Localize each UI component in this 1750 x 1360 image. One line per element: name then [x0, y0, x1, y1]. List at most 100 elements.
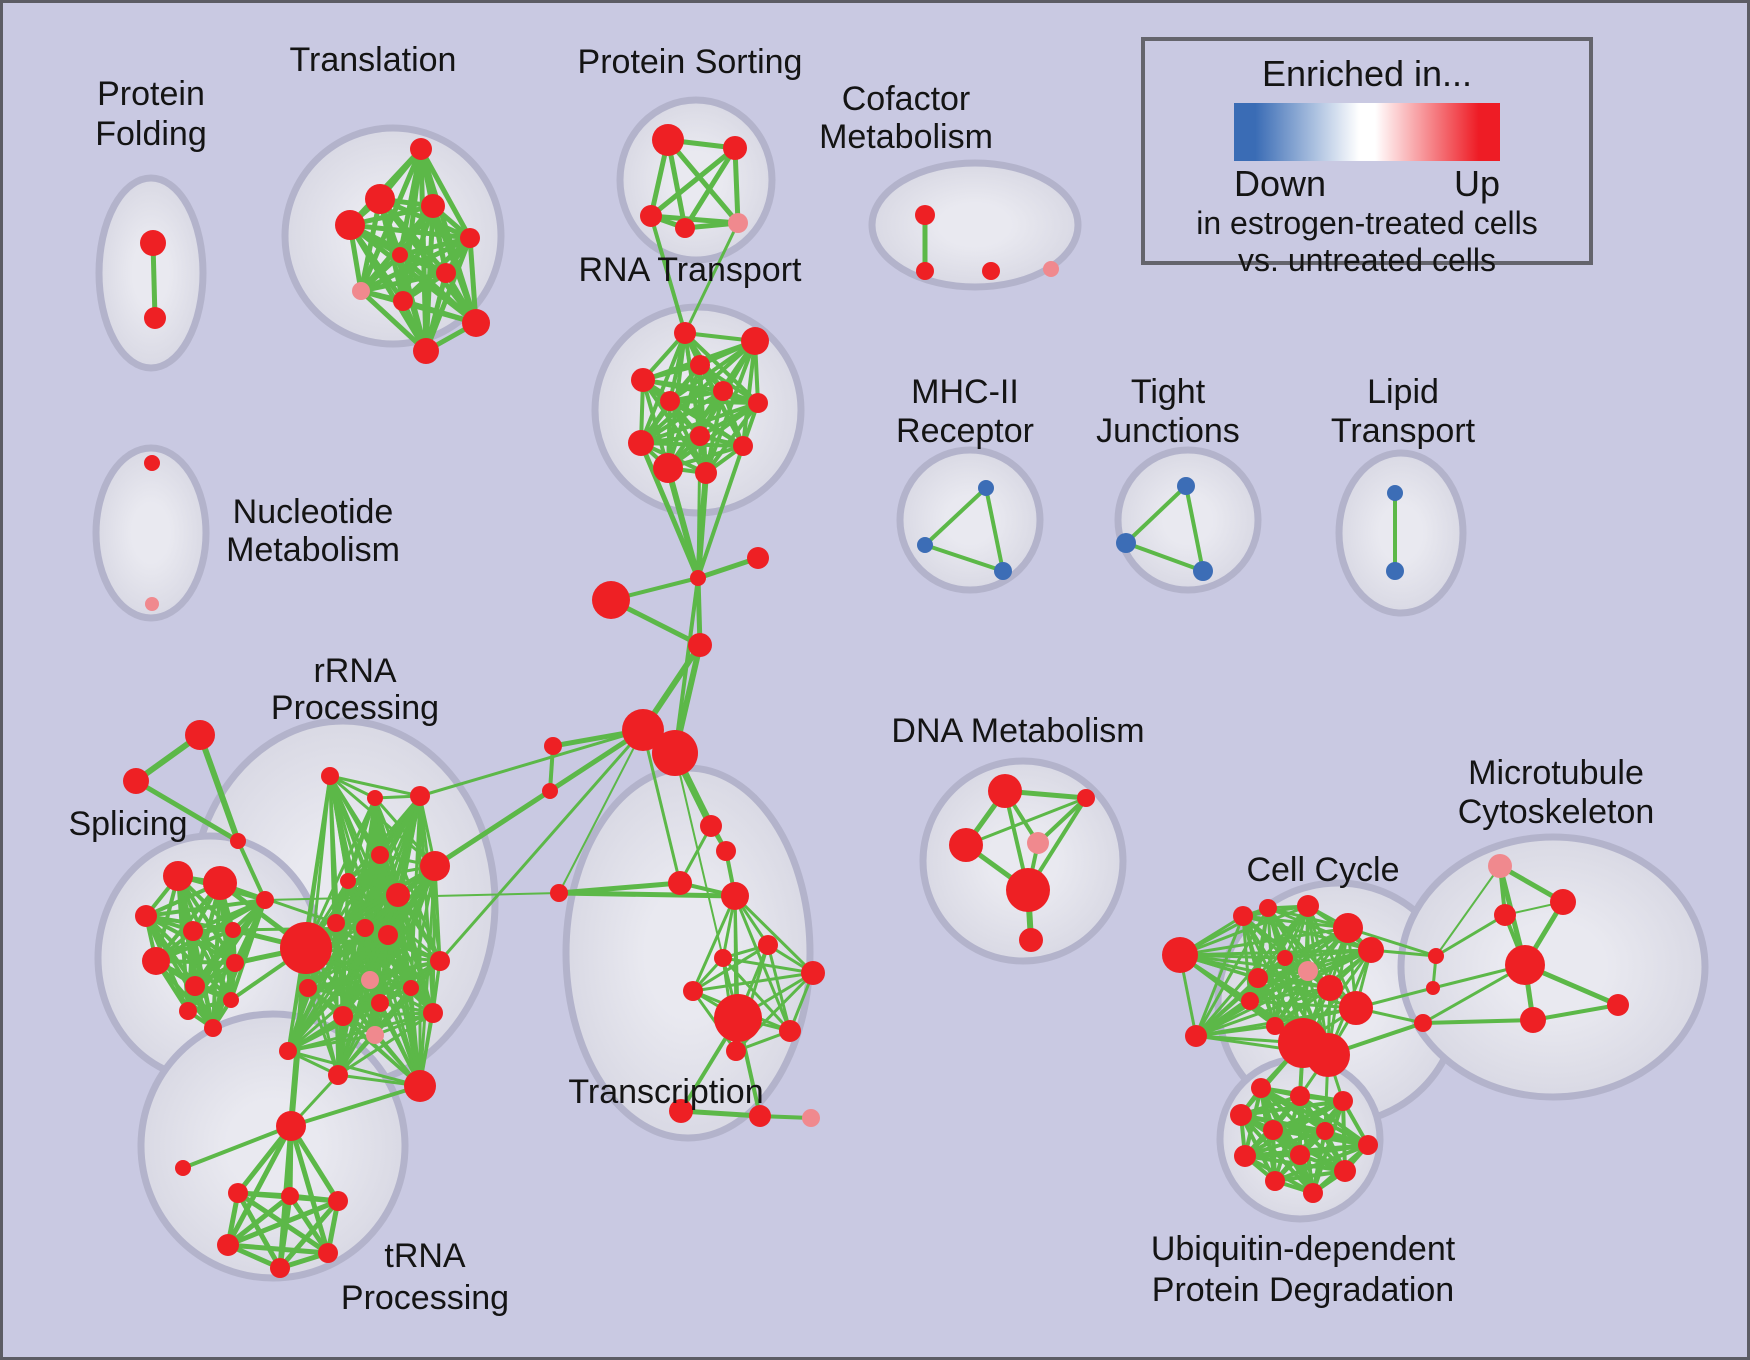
- gene-set-node-s3[interactable]: [135, 905, 157, 927]
- gene-set-node-g18[interactable]: [366, 1026, 384, 1044]
- gene-set-node-g9[interactable]: [356, 919, 374, 937]
- gene-set-node-g13[interactable]: [403, 980, 419, 996]
- gene-set-node-r11[interactable]: [653, 453, 683, 483]
- gene-set-node-c4[interactable]: [1259, 899, 1277, 917]
- gene-set-node-q2[interactable]: [1290, 1086, 1310, 1106]
- gene-set-node-c12[interactable]: [1266, 1017, 1284, 1035]
- gene-set-node-g8[interactable]: [327, 914, 345, 932]
- gene-set-node-g6[interactable]: [386, 883, 410, 907]
- gene-set-node-r7[interactable]: [748, 393, 768, 413]
- gene-set-node-j1[interactable]: [690, 570, 706, 586]
- gene-set-node-r10[interactable]: [733, 436, 753, 456]
- gene-set-node-a2[interactable]: [542, 783, 558, 799]
- gene-set-node-q1[interactable]: [1251, 1078, 1271, 1098]
- gene-set-node-m3[interactable]: [1494, 904, 1516, 926]
- gene-set-node-mo2[interactable]: [1426, 981, 1440, 995]
- gene-set-node-g2[interactable]: [367, 790, 383, 806]
- gene-set-node-r12[interactable]: [695, 462, 717, 484]
- gene-set-node-mh1[interactable]: [978, 480, 994, 496]
- gene-set-node-D5[interactable]: [1006, 868, 1050, 912]
- gene-set-node-g16[interactable]: [371, 994, 389, 1012]
- gene-set-node-c11[interactable]: [1241, 992, 1259, 1010]
- gene-set-node-tr12[interactable]: [749, 1105, 771, 1127]
- gene-set-node-cf4[interactable]: [1043, 261, 1059, 277]
- gene-set-node-r2[interactable]: [741, 327, 769, 355]
- gene-set-node-g5[interactable]: [340, 873, 356, 889]
- gene-set-node-c2[interactable]: [1185, 1025, 1207, 1047]
- gene-set-node-c7[interactable]: [1358, 937, 1384, 963]
- gene-set-node-t3[interactable]: [335, 210, 365, 240]
- gene-set-node-tr4[interactable]: [721, 882, 749, 910]
- gene-set-node-m1[interactable]: [1488, 854, 1512, 878]
- gene-set-node-g10[interactable]: [378, 925, 398, 945]
- gene-set-node-ps1[interactable]: [652, 124, 684, 156]
- gene-set-node-g11[interactable]: [361, 971, 379, 989]
- gene-set-node-c8[interactable]: [1277, 950, 1293, 966]
- gene-set-node-u1[interactable]: [228, 1183, 248, 1203]
- gene-set-node-u4[interactable]: [217, 1234, 239, 1256]
- gene-set-node-C16[interactable]: [1306, 1033, 1350, 1077]
- gene-set-node-r6[interactable]: [660, 391, 680, 411]
- gene-set-node-s1[interactable]: [163, 861, 193, 891]
- gene-set-node-m5[interactable]: [1607, 994, 1629, 1016]
- gene-set-node-ps3[interactable]: [640, 205, 662, 227]
- gene-set-node-s6[interactable]: [142, 947, 170, 975]
- gene-set-node-d6[interactable]: [1019, 928, 1043, 952]
- gene-set-node-j3[interactable]: [688, 633, 712, 657]
- gene-set-node-q11[interactable]: [1265, 1171, 1285, 1191]
- gene-set-node-pf2[interactable]: [144, 307, 166, 329]
- gene-set-node-g17[interactable]: [423, 1003, 443, 1023]
- gene-set-node-mh3[interactable]: [994, 562, 1012, 580]
- gene-set-node-g4[interactable]: [371, 846, 389, 864]
- gene-set-node-t2[interactable]: [365, 184, 395, 214]
- gene-set-node-t10[interactable]: [462, 309, 490, 337]
- gene-set-node-m6[interactable]: [1520, 1007, 1546, 1033]
- gene-set-node-mo3[interactable]: [1414, 1014, 1432, 1032]
- gene-set-node-sr[interactable]: [256, 891, 274, 909]
- gene-set-node-mo1[interactable]: [1428, 948, 1444, 964]
- gene-set-node-r8[interactable]: [690, 426, 710, 446]
- gene-set-node-ps5[interactable]: [728, 213, 748, 233]
- gene-set-node-lt1[interactable]: [1387, 485, 1403, 501]
- gene-set-node-tj1[interactable]: [1177, 477, 1195, 495]
- gene-set-node-tr3[interactable]: [668, 871, 692, 895]
- gene-set-node-u2[interactable]: [281, 1187, 299, 1205]
- gene-set-node-t6[interactable]: [392, 247, 408, 263]
- gene-set-node-t8[interactable]: [352, 282, 370, 300]
- gene-set-node-g19[interactable]: [279, 1042, 297, 1060]
- gene-set-node-g12[interactable]: [430, 951, 450, 971]
- gene-set-node-u5[interactable]: [318, 1243, 338, 1263]
- gene-set-node-g1[interactable]: [321, 767, 339, 785]
- gene-set-node-s5[interactable]: [225, 922, 241, 938]
- gene-set-node-q9[interactable]: [1290, 1145, 1310, 1165]
- gene-set-node-G21[interactable]: [404, 1070, 436, 1102]
- gene-set-node-q5[interactable]: [1263, 1120, 1283, 1140]
- gene-set-node-TR8[interactable]: [714, 994, 762, 1042]
- gene-set-node-g7[interactable]: [420, 851, 450, 881]
- gene-set-node-g15[interactable]: [333, 1006, 353, 1026]
- gene-set-node-s8[interactable]: [226, 954, 244, 972]
- gene-set-node-g14[interactable]: [299, 979, 317, 997]
- gene-set-node-j2[interactable]: [747, 547, 769, 569]
- gene-set-node-x1[interactable]: [185, 720, 215, 750]
- gene-set-node-ps4[interactable]: [675, 218, 695, 238]
- gene-set-node-c10[interactable]: [1248, 968, 1268, 988]
- gene-set-node-cf1[interactable]: [915, 205, 935, 225]
- gene-set-node-M4[interactable]: [1505, 945, 1545, 985]
- gene-set-node-tr1[interactable]: [700, 815, 722, 837]
- gene-set-node-g20[interactable]: [328, 1065, 348, 1085]
- gene-set-node-r4[interactable]: [690, 355, 710, 375]
- gene-set-node-tr6[interactable]: [714, 949, 732, 967]
- gene-set-node-q6[interactable]: [1316, 1122, 1334, 1140]
- gene-set-node-q7[interactable]: [1358, 1135, 1378, 1155]
- gene-set-node-H3[interactable]: [652, 730, 698, 776]
- gene-set-node-RH[interactable]: [280, 922, 332, 974]
- gene-set-node-tr11[interactable]: [669, 1099, 693, 1123]
- gene-set-node-t5[interactable]: [460, 228, 480, 248]
- gene-set-node-tr14[interactable]: [801, 961, 825, 985]
- gene-set-node-x3[interactable]: [230, 833, 246, 849]
- gene-set-node-H2[interactable]: [622, 709, 664, 751]
- gene-set-node-x2[interactable]: [123, 768, 149, 794]
- gene-set-node-c3[interactable]: [1233, 906, 1253, 926]
- gene-set-node-c5[interactable]: [1297, 895, 1319, 917]
